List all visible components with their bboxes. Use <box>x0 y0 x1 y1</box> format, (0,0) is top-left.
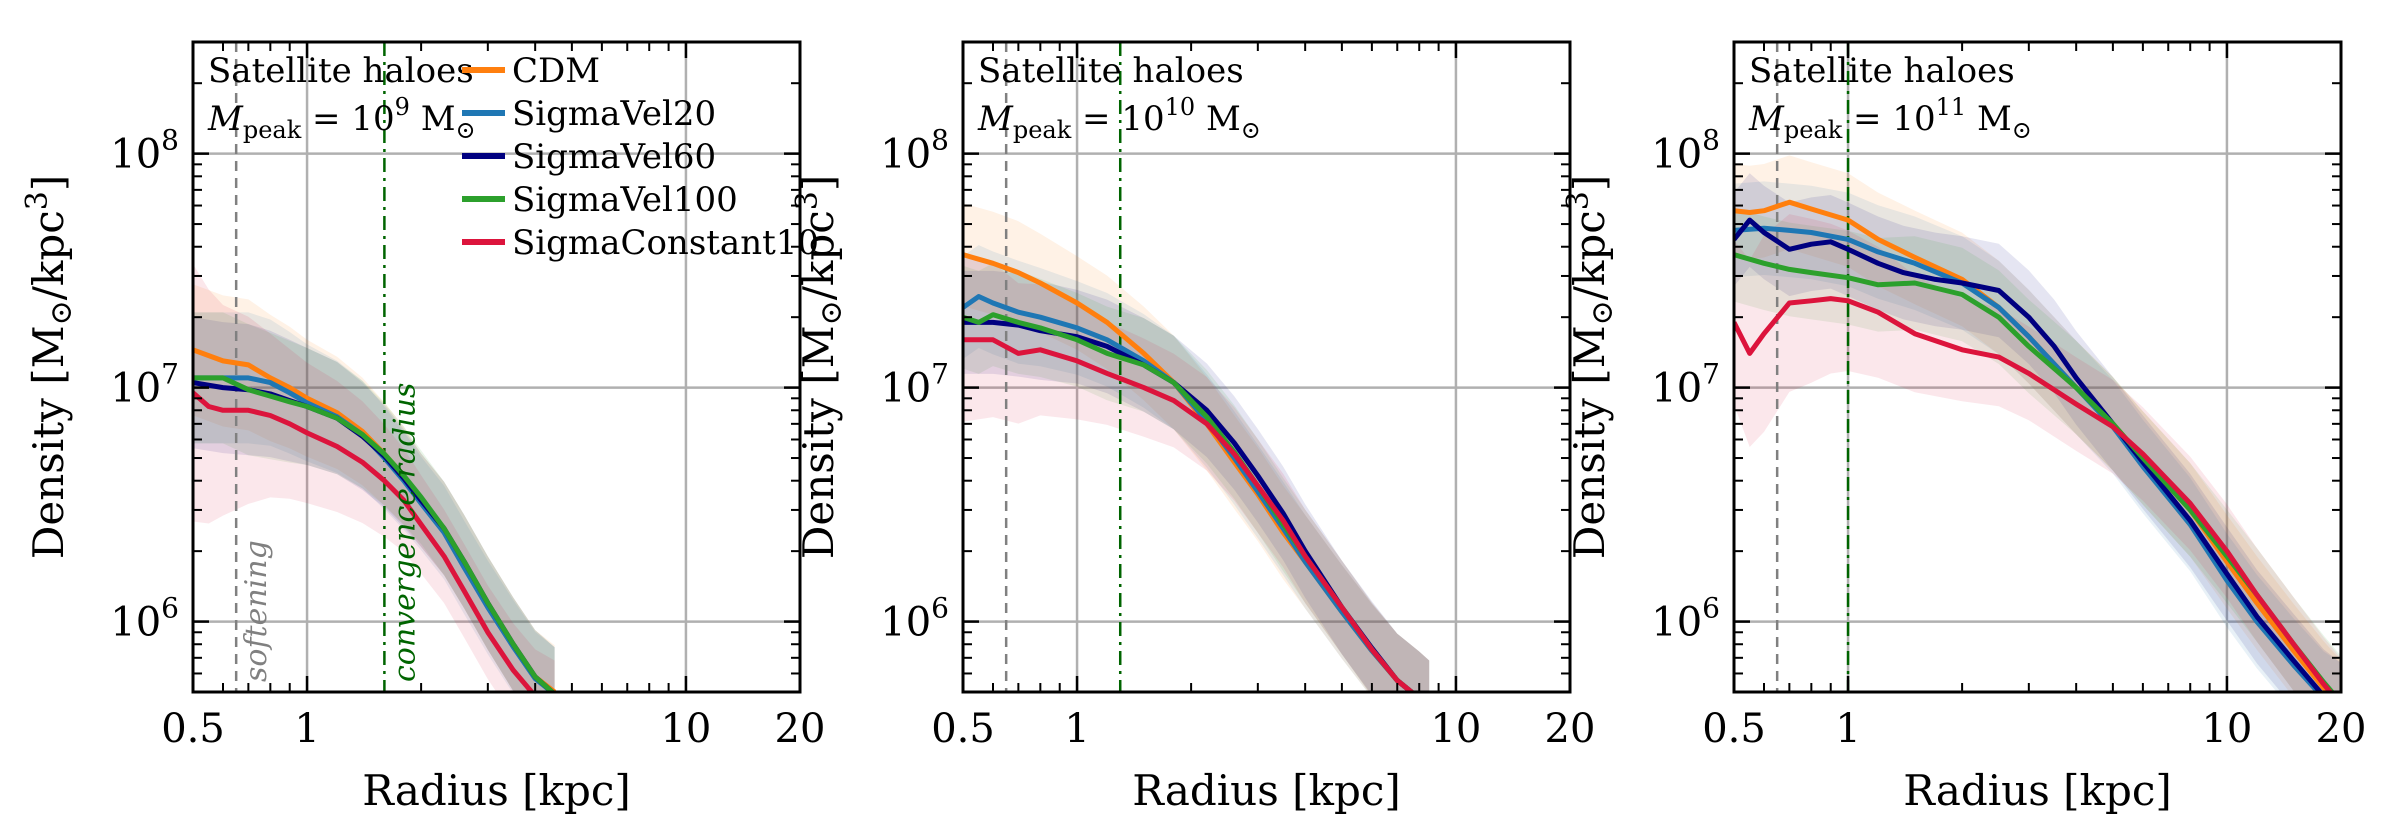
panel-annotation-title: Satellite haloes <box>208 51 474 91</box>
legend-label: CDM <box>512 51 600 91</box>
x-tick-label: 1 <box>1064 706 1089 752</box>
x-axis-label: Radius [kpc] <box>362 766 631 815</box>
x-tick-label: 20 <box>1545 706 1596 752</box>
panel-3: 0.5 1 10 20 106 107 108 Radius [kpc] Density [M⊙… <box>1561 40 2367 815</box>
band-SigmaVel100 <box>963 263 1430 692</box>
legend-item-SigmaVel60: SigmaVel60 <box>462 137 716 177</box>
legend-label: SigmaVel60 <box>512 137 716 177</box>
band-SigmaVel20 <box>963 245 1430 692</box>
ticks <box>961 41 1572 693</box>
x-axis-label: Radius [kpc] <box>1132 766 1401 815</box>
series-SigmaVel100 <box>193 375 556 692</box>
panel-2: 0.5 1 10 20 106 107 108 Radius [kpc] Density [M⊙… <box>790 40 1596 815</box>
legend-item-SigmaVel100: SigmaVel100 <box>462 180 738 220</box>
y-tick-label: 108 <box>1651 124 1720 178</box>
grid <box>963 42 1570 692</box>
x-tick-label: 10 <box>660 706 711 752</box>
series-SigmaVel20 <box>1734 225 2322 692</box>
x-axis-label: Radius [kpc] <box>1903 766 2172 815</box>
band-SigmaVel20 <box>193 312 555 692</box>
legend: CDMSigmaVel20SigmaVel60SigmaVel100SigmaC… <box>462 51 819 263</box>
panel-annotation-title: Satellite haloes <box>978 51 1244 91</box>
legend-item-SigmaVel20: SigmaVel20 <box>462 94 716 134</box>
band-SigmaVel60 <box>1734 173 2341 692</box>
y-tick-label: 106 <box>110 592 179 646</box>
series-SigmaConstant10 <box>193 390 536 692</box>
y-axis-label: Density [M⊙/kpc3] <box>20 175 79 560</box>
legend-item-SigmaConstant10: SigmaConstant10 <box>462 223 819 263</box>
y-tick-label: 106 <box>880 592 949 646</box>
band-SigmaConstant10 <box>1734 214 2341 692</box>
y-tick-label: 106 <box>1651 592 1720 646</box>
y-tick-label: 107 <box>880 358 949 412</box>
panel-annotation-mass: Mpeak = 1011 M⊙ <box>1748 93 2032 144</box>
axes-frame <box>191 40 802 694</box>
x-tick-label: 0.5 <box>1702 706 1766 752</box>
legend-label: SigmaVel20 <box>512 94 716 134</box>
softening-label: softening <box>239 540 274 682</box>
panel-annotation-title: Satellite haloes <box>1749 51 2015 91</box>
x-tick-label: 0.5 <box>161 706 225 752</box>
band-SigmaConstant10 <box>963 258 1430 692</box>
x-tick-label: 1 <box>294 706 319 752</box>
y-axis-label: Density [M⊙/kpc3] <box>790 175 849 560</box>
y-tick-label: 107 <box>110 358 179 412</box>
panel-annotation-mass: Mpeak = 109 M⊙ <box>207 93 476 144</box>
legend-label: SigmaConstant10 <box>512 223 819 263</box>
band-SigmaVel60 <box>963 270 1430 692</box>
band-SigmaVel60 <box>193 317 555 692</box>
series-SigmaVel60 <box>1734 217 2324 692</box>
band-SigmaVel100 <box>1734 207 2341 692</box>
axes-frame <box>1732 40 2343 694</box>
panel-annotation-mass: Mpeak = 1010 M⊙ <box>977 93 1261 144</box>
ticks <box>1732 41 2343 693</box>
ticks <box>191 41 802 693</box>
band-CDM <box>1734 155 2341 692</box>
band-SigmaVel100 <box>193 312 555 692</box>
legend-label: SigmaVel100 <box>512 180 738 220</box>
x-tick-label: 1 <box>1835 706 1860 752</box>
y-tick-label: 108 <box>880 124 949 178</box>
legend-item-CDM: CDM <box>462 51 600 91</box>
x-tick-label: 20 <box>2316 706 2367 752</box>
series-SigmaConstant10 <box>963 337 1416 692</box>
x-tick-label: 20 <box>775 706 826 752</box>
x-tick-label: 0.5 <box>931 706 995 752</box>
y-tick-label: 108 <box>110 124 179 178</box>
x-tick-label: 10 <box>1430 706 1481 752</box>
y-axis-label: Density [M⊙/kpc3] <box>1561 175 1620 560</box>
band-SigmaConstant10 <box>193 264 555 692</box>
band-SigmaVel20 <box>1734 181 2341 692</box>
x-tick-label: 10 <box>2201 706 2252 752</box>
convergence-label: convergence radius <box>387 383 422 682</box>
panel-1: softening convergence radius 0.5 1 10 20 106 10… <box>20 40 826 815</box>
y-tick-label: 107 <box>1651 358 1720 412</box>
axes-frame <box>961 40 1572 694</box>
series-SigmaConstant10 <box>1734 296 2334 692</box>
